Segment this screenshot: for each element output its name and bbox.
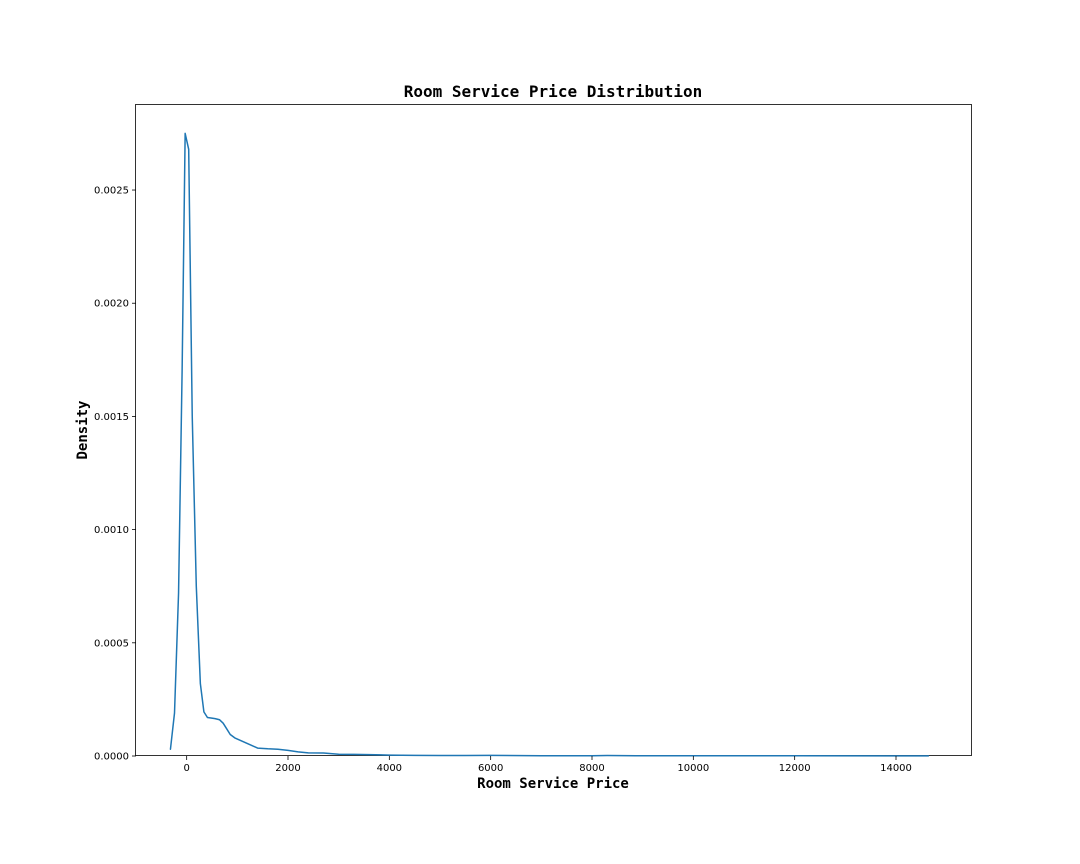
chart-title: Room Service Price Distribution — [404, 82, 703, 101]
x-tick-label: 10000 — [677, 763, 709, 774]
y-tick-label: 0.0010 — [94, 525, 129, 536]
x-tick-label: 6000 — [478, 763, 503, 774]
y-tick-label: 0.0025 — [94, 186, 129, 197]
x-axis-label: Room Service Price — [477, 776, 629, 792]
x-tick-label: 4000 — [377, 763, 402, 774]
x-tick-label: 12000 — [779, 763, 811, 774]
density-line — [169, 132, 930, 757]
x-tick-label: 0 — [183, 763, 189, 774]
x-axis-ticks: 0 2000 4000 6000 8000 10000 12000 14000 — [183, 756, 912, 774]
y-tick-label: 0.0015 — [94, 412, 129, 423]
y-axis-ticks: 0.0000 0.0005 0.0010 0.0015 0.0020 0.0025 — [94, 186, 136, 763]
x-tick-label: 8000 — [579, 763, 604, 774]
plot-area — [135, 104, 972, 756]
y-tick-label: 0.0020 — [94, 299, 129, 310]
x-tick-label: 2000 — [275, 763, 300, 774]
x-tick-label: 14000 — [880, 763, 912, 774]
y-axis-label: Density — [75, 400, 91, 460]
y-tick-label: 0.0000 — [94, 752, 129, 763]
plot-layer — [169, 132, 930, 757]
y-tick-label: 0.0005 — [94, 638, 129, 649]
